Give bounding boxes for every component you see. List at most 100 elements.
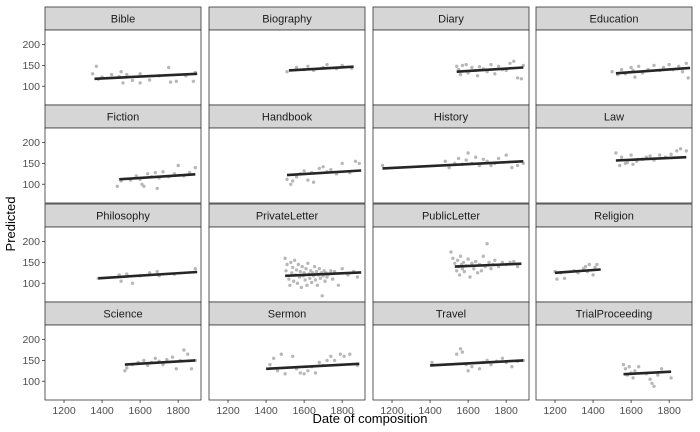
- data-point: [329, 354, 333, 358]
- data-point: [648, 154, 652, 158]
- trend-line: [456, 66, 524, 73]
- data-point: [675, 149, 679, 153]
- x-tick-label: 1200: [380, 405, 404, 417]
- data-point: [121, 81, 125, 85]
- data-point: [355, 275, 360, 279]
- data-point: [456, 258, 460, 262]
- data-point: [487, 260, 491, 265]
- facet-title: Religion: [594, 211, 634, 223]
- data-point: [555, 277, 559, 281]
- data-point: [285, 70, 289, 74]
- data-point: [512, 259, 516, 264]
- data-point: [472, 267, 476, 271]
- data-point: [493, 258, 497, 262]
- data-point: [325, 275, 329, 279]
- trend-line: [98, 270, 198, 280]
- data-point: [519, 77, 524, 81]
- data-point: [677, 64, 681, 69]
- facet-travel: Travel: [372, 301, 530, 401]
- data-point: [292, 279, 296, 283]
- data-point: [294, 268, 299, 272]
- facet-title: Diary: [438, 14, 464, 26]
- facet-title: Biography: [262, 14, 312, 26]
- data-point: [680, 70, 685, 74]
- facet-panel: [535, 29, 693, 106]
- data-point: [193, 267, 197, 271]
- data-point: [458, 254, 463, 258]
- facet-sermon: Sermon: [208, 301, 366, 401]
- facet-panel: [535, 127, 693, 204]
- facet-title: Law: [604, 112, 624, 124]
- data-point: [285, 262, 289, 267]
- data-point: [170, 355, 175, 359]
- data-point: [291, 265, 295, 270]
- facet-panel: [535, 324, 693, 401]
- facet-panel: [535, 226, 693, 303]
- data-point: [633, 369, 637, 373]
- data-point: [317, 360, 321, 365]
- trend-line: [286, 169, 362, 177]
- data-point: [115, 184, 120, 188]
- data-point: [661, 65, 666, 70]
- data-point: [315, 283, 320, 287]
- data-point: [470, 65, 474, 70]
- data-point: [629, 65, 633, 70]
- facet-panel: [44, 29, 202, 106]
- data-point: [456, 156, 461, 161]
- data-point: [475, 74, 480, 78]
- data-point: [652, 384, 656, 388]
- data-point: [342, 354, 346, 358]
- data-point: [294, 175, 299, 179]
- data-point: [332, 358, 337, 363]
- data-point: [493, 72, 497, 76]
- facet-title: Handbook: [262, 112, 313, 124]
- trend-line: [94, 72, 198, 81]
- facet-title: PrivateLetter: [256, 211, 319, 223]
- data-point: [470, 365, 474, 369]
- data-point: [629, 153, 633, 157]
- data-point: [621, 362, 626, 367]
- data-point: [659, 367, 664, 371]
- trend-line: [623, 370, 672, 376]
- data-point: [305, 283, 309, 287]
- data-point: [290, 271, 294, 275]
- data-point: [298, 269, 302, 274]
- data-point: [466, 151, 470, 155]
- data-point: [317, 267, 321, 271]
- data-point: [317, 166, 321, 171]
- data-point: [485, 242, 489, 246]
- facet-panel: [44, 226, 202, 303]
- facet-title: Education: [590, 14, 639, 26]
- data-point: [182, 348, 186, 352]
- data-point: [461, 260, 466, 265]
- facet-philosophy: Philosophy: [44, 203, 202, 303]
- data-point: [633, 75, 637, 79]
- x-tick-label: 1400: [254, 405, 278, 417]
- x-tick-label: 1600: [619, 405, 643, 417]
- data-point: [123, 369, 127, 373]
- facet-title: History: [434, 112, 469, 124]
- data-point: [176, 163, 180, 168]
- y-tick-label: 150: [22, 60, 40, 72]
- data-point: [165, 357, 169, 362]
- data-point: [466, 369, 470, 373]
- data-point: [125, 366, 129, 370]
- facet-title: Bible: [111, 14, 135, 26]
- data-point: [489, 62, 493, 67]
- data-point: [481, 157, 485, 161]
- data-point: [430, 360, 434, 365]
- x-tick-label: 1600: [456, 405, 480, 417]
- data-point: [500, 356, 505, 360]
- x-tick-label: 1400: [581, 405, 605, 417]
- axes-layer: 100 150 200 100 150 200 100 150 200 100 150 200 1200…: [22, 39, 681, 417]
- data-point: [451, 256, 455, 260]
- data-point: [289, 260, 293, 265]
- data-point: [294, 65, 299, 70]
- data-point: [289, 182, 293, 186]
- data-point: [340, 161, 344, 166]
- data-point: [94, 64, 99, 69]
- data-point: [321, 165, 325, 169]
- data-point: [474, 259, 478, 264]
- data-point: [303, 278, 307, 282]
- data-point: [658, 153, 662, 157]
